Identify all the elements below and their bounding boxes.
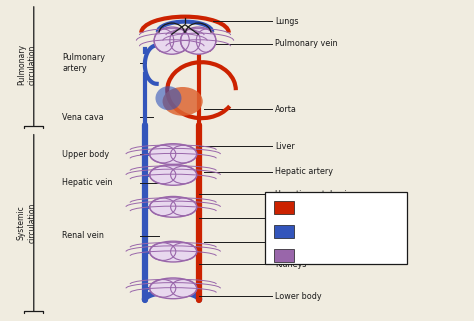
Text: Pulmonary
circulation: Pulmonary circulation <box>17 44 36 85</box>
Text: Vessels involved in
gas excange: Vessels involved in gas excange <box>297 249 360 262</box>
FancyBboxPatch shape <box>274 249 294 262</box>
Text: Pulmonary
artery: Pulmonary artery <box>62 53 105 73</box>
Ellipse shape <box>150 144 197 164</box>
Text: Systemic
circulation: Systemic circulation <box>17 203 36 243</box>
Ellipse shape <box>163 87 203 116</box>
Text: Hepatic artery: Hepatic artery <box>275 167 333 176</box>
Text: Aorta: Aorta <box>275 105 297 114</box>
Text: Kidneys: Kidneys <box>275 260 306 269</box>
Text: Pulmonary vein: Pulmonary vein <box>275 39 337 48</box>
Ellipse shape <box>181 27 216 54</box>
Text: Hepatic portal vein: Hepatic portal vein <box>275 190 352 199</box>
Ellipse shape <box>150 278 197 299</box>
Text: Renal artery: Renal artery <box>275 238 324 247</box>
FancyBboxPatch shape <box>265 193 407 265</box>
Text: Vena cava: Vena cava <box>62 113 104 122</box>
Text: Vessels transporting
oxygenated blood: Vessels transporting oxygenated blood <box>297 201 365 214</box>
Ellipse shape <box>150 241 197 262</box>
FancyBboxPatch shape <box>274 225 294 238</box>
Text: Upper body: Upper body <box>62 150 109 159</box>
Text: Lower body: Lower body <box>275 292 321 301</box>
FancyBboxPatch shape <box>274 201 294 214</box>
Ellipse shape <box>150 164 197 185</box>
Ellipse shape <box>150 196 197 217</box>
Text: Renal vein: Renal vein <box>62 231 104 240</box>
Text: Lungs: Lungs <box>275 17 298 26</box>
Text: Stomach,
intestines: Stomach, intestines <box>275 208 314 228</box>
Text: Vessels transporting
deoxygenated blood: Vessels transporting deoxygenated blood <box>297 225 365 238</box>
Ellipse shape <box>155 86 182 110</box>
Ellipse shape <box>154 27 190 54</box>
Text: Hepatic vein: Hepatic vein <box>62 178 112 187</box>
Text: Liver: Liver <box>275 142 294 151</box>
